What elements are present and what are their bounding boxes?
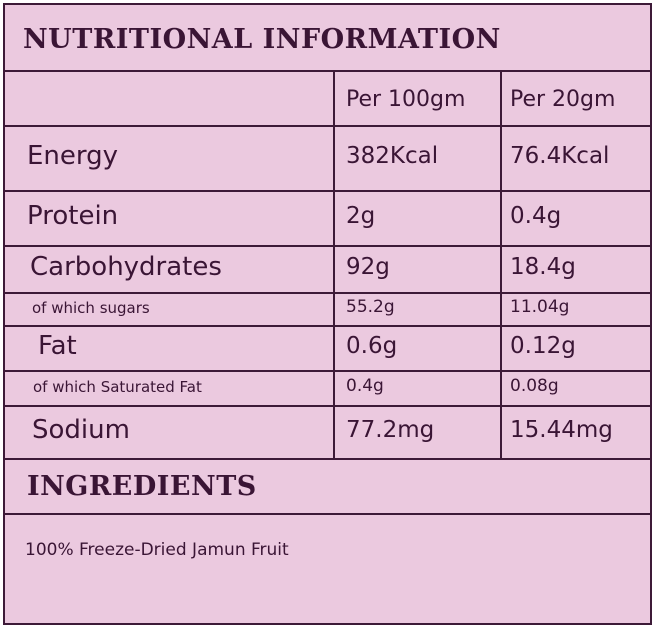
column-header: Per 20gm (510, 87, 616, 112)
row-label: of which Saturated Fat (33, 377, 202, 396)
cell-value: 77.2mg (346, 416, 435, 443)
nutrition-card: NUTRITIONAL INFORMATION INGREDIENTS 100%… (3, 3, 652, 625)
cell-value: 0.08g (510, 376, 559, 397)
cell-value: 0.6g (346, 332, 398, 359)
cell-value: 2g (346, 202, 376, 229)
row-label: Fat (38, 330, 77, 361)
row-divider (5, 325, 650, 327)
row-label: Protein (27, 200, 119, 231)
cell-value: 55.2g (346, 297, 395, 318)
cell-value: 92g (346, 253, 390, 280)
row-label: of which sugars (32, 298, 150, 317)
row-label: Energy (27, 140, 119, 171)
row-divider (5, 513, 650, 515)
col-divider (333, 70, 335, 458)
row-divider (5, 458, 650, 460)
title: NUTRITIONAL INFORMATION (23, 24, 501, 55)
row-divider (5, 370, 650, 372)
row-label: Carbohydrates (30, 251, 222, 282)
cell-value: 76.4Kcal (510, 142, 610, 169)
row-divider (5, 245, 650, 247)
col-divider (500, 70, 502, 458)
cell-value: 18.4g (510, 253, 576, 280)
cell-value: 0.12g (510, 332, 576, 359)
cell-value: 0.4g (346, 376, 384, 397)
row-divider (5, 70, 650, 72)
column-header: Per 100gm (346, 87, 466, 112)
cell-value: 11.04g (510, 297, 570, 318)
row-divider (5, 125, 650, 127)
ingredients-title: INGREDIENTS (27, 471, 257, 502)
cell-value: 15.44mg (510, 416, 613, 443)
row-divider (5, 190, 650, 192)
row-divider (5, 292, 650, 294)
cell-value: 382Kcal (346, 142, 439, 169)
cell-value: 0.4g (510, 202, 562, 229)
ingredients-text: 100% Freeze-Dried Jamun Fruit (25, 540, 289, 560)
row-label: Sodium (32, 414, 130, 445)
row-divider (5, 405, 650, 407)
